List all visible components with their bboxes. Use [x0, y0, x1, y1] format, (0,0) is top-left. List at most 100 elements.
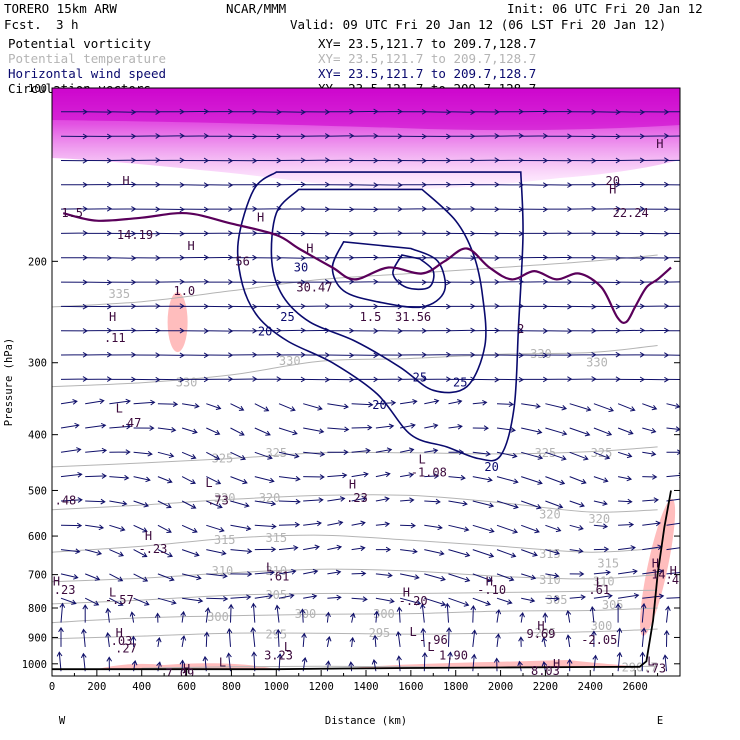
vector-arrow	[251, 651, 257, 672]
y-tick-label: 100	[28, 83, 47, 95]
vector-arrow	[278, 451, 300, 459]
vector-arrow	[230, 571, 253, 577]
theta-contour-label: 300	[295, 607, 317, 621]
vector-arrow	[446, 627, 452, 647]
model-label: TORERO 15km ARW	[4, 1, 117, 16]
vector-arrow	[593, 546, 610, 553]
theta-contour-label: 315	[539, 547, 561, 561]
vector-arrow	[303, 451, 326, 457]
vector-arrow	[303, 520, 322, 527]
vector-arrow	[448, 573, 471, 583]
vector-arrow	[157, 451, 175, 459]
vector-arrow	[496, 401, 514, 408]
legend-entry-2: Horizontal wind speed	[8, 66, 166, 81]
theta-contour-line	[52, 494, 658, 513]
theta-contour-label: 325	[212, 451, 234, 465]
vector-arrow	[521, 597, 536, 603]
vector-arrow	[618, 475, 633, 482]
vector-arrow	[230, 427, 245, 436]
extremum-marker: H	[349, 477, 356, 491]
vector-arrow	[274, 604, 281, 623]
theta-contour-label: 310	[212, 564, 234, 578]
vector-arrow	[618, 593, 640, 599]
x-axis-label: Distance (km)	[325, 715, 407, 727]
y-tick-label: 700	[28, 570, 47, 582]
vector-arrow	[228, 603, 234, 623]
vector-arrow	[395, 630, 402, 647]
vector-arrow	[60, 422, 80, 429]
vector-arrow	[327, 426, 350, 433]
vector-arrow	[230, 451, 246, 461]
center-label: NCAR/MMM	[226, 1, 286, 16]
theta-contour-label: 325	[265, 446, 287, 460]
vector-arrow	[642, 427, 657, 434]
valid-label: Valid: 09 UTC Fri 20 Jan 12 (06 LST Fri …	[290, 17, 666, 32]
vector-arrow	[351, 448, 371, 454]
vector-arrow	[157, 401, 179, 407]
vector-arrow	[618, 545, 636, 551]
vector-arrow	[375, 521, 391, 527]
vector-arrow	[448, 524, 470, 532]
extremum-marker: H	[53, 575, 60, 589]
wind-contour-label: 25	[413, 370, 427, 384]
vector-arrow	[254, 500, 277, 507]
pv-value-label: .73	[644, 661, 666, 675]
vector-arrow	[156, 636, 162, 647]
vector-arrow	[662, 654, 669, 672]
vector-arrow	[85, 422, 107, 429]
pv-value-label: 31.56	[395, 310, 431, 324]
terrain-layer	[52, 490, 672, 671]
vector-arrow	[85, 524, 105, 531]
pv-value-label: 22.24	[613, 206, 649, 220]
vector-arrow	[375, 471, 391, 478]
vector-arrow	[371, 659, 378, 672]
vector-arrow	[85, 398, 105, 405]
vector-arrow	[133, 450, 153, 457]
west-end-label: W	[59, 715, 66, 727]
vector-arrow	[400, 472, 415, 478]
vector-arrow	[545, 500, 564, 509]
extremum-marker: L	[109, 586, 116, 600]
vector-arrow	[109, 449, 131, 455]
vector-arrow	[181, 524, 198, 533]
extremum-marker: L	[427, 640, 434, 654]
vector-arrow	[400, 497, 415, 504]
vector-arrow	[666, 472, 680, 479]
vector-arrow	[182, 403, 200, 409]
x-tick-label: 2200	[533, 681, 558, 693]
x-tick-label: 200	[87, 681, 106, 693]
legend: Potential vorticity XY= 23.5,121.7 to 209…	[8, 36, 536, 96]
vector-arrow	[60, 471, 83, 478]
pv-value-label: .61	[268, 569, 290, 583]
vector-arrow	[569, 427, 591, 437]
pv-value-label: .03	[111, 634, 133, 648]
vector-arrow	[206, 595, 229, 602]
vector-arrow	[278, 593, 295, 599]
vector-arrow	[109, 597, 124, 606]
east-end-label: E	[657, 715, 663, 727]
vector-arrow	[665, 605, 671, 623]
vector-arrow	[521, 500, 542, 510]
vector-arrow	[419, 603, 426, 623]
pv-fill-layer	[52, 88, 680, 670]
legend-xy-1: XY= 23.5,121.7 to 209.7,128.7	[318, 51, 536, 66]
vector-arrow	[254, 427, 271, 436]
pv-value-label: -.20	[399, 594, 428, 608]
x-tick-label: 800	[222, 681, 241, 693]
vector-arrow	[566, 658, 573, 672]
theta-contour-line	[52, 589, 658, 605]
vector-arrow	[569, 548, 584, 554]
theta-contour-label: 300	[591, 619, 613, 633]
vector-arrow	[472, 597, 492, 606]
theta-contour-line	[52, 534, 658, 553]
x-tick-label: 2600	[622, 681, 647, 693]
vector-arrow	[545, 572, 560, 579]
extremum-marker: H	[486, 575, 493, 589]
legend-xy-2: XY= 23.5,121.7 to 209.7,128.7	[318, 66, 536, 81]
vector-arrow	[109, 423, 132, 430]
vector-arrow	[230, 476, 248, 485]
vector-arrow	[230, 548, 253, 554]
vector-arrow	[545, 476, 566, 485]
x-tick-label: 1200	[308, 681, 333, 693]
